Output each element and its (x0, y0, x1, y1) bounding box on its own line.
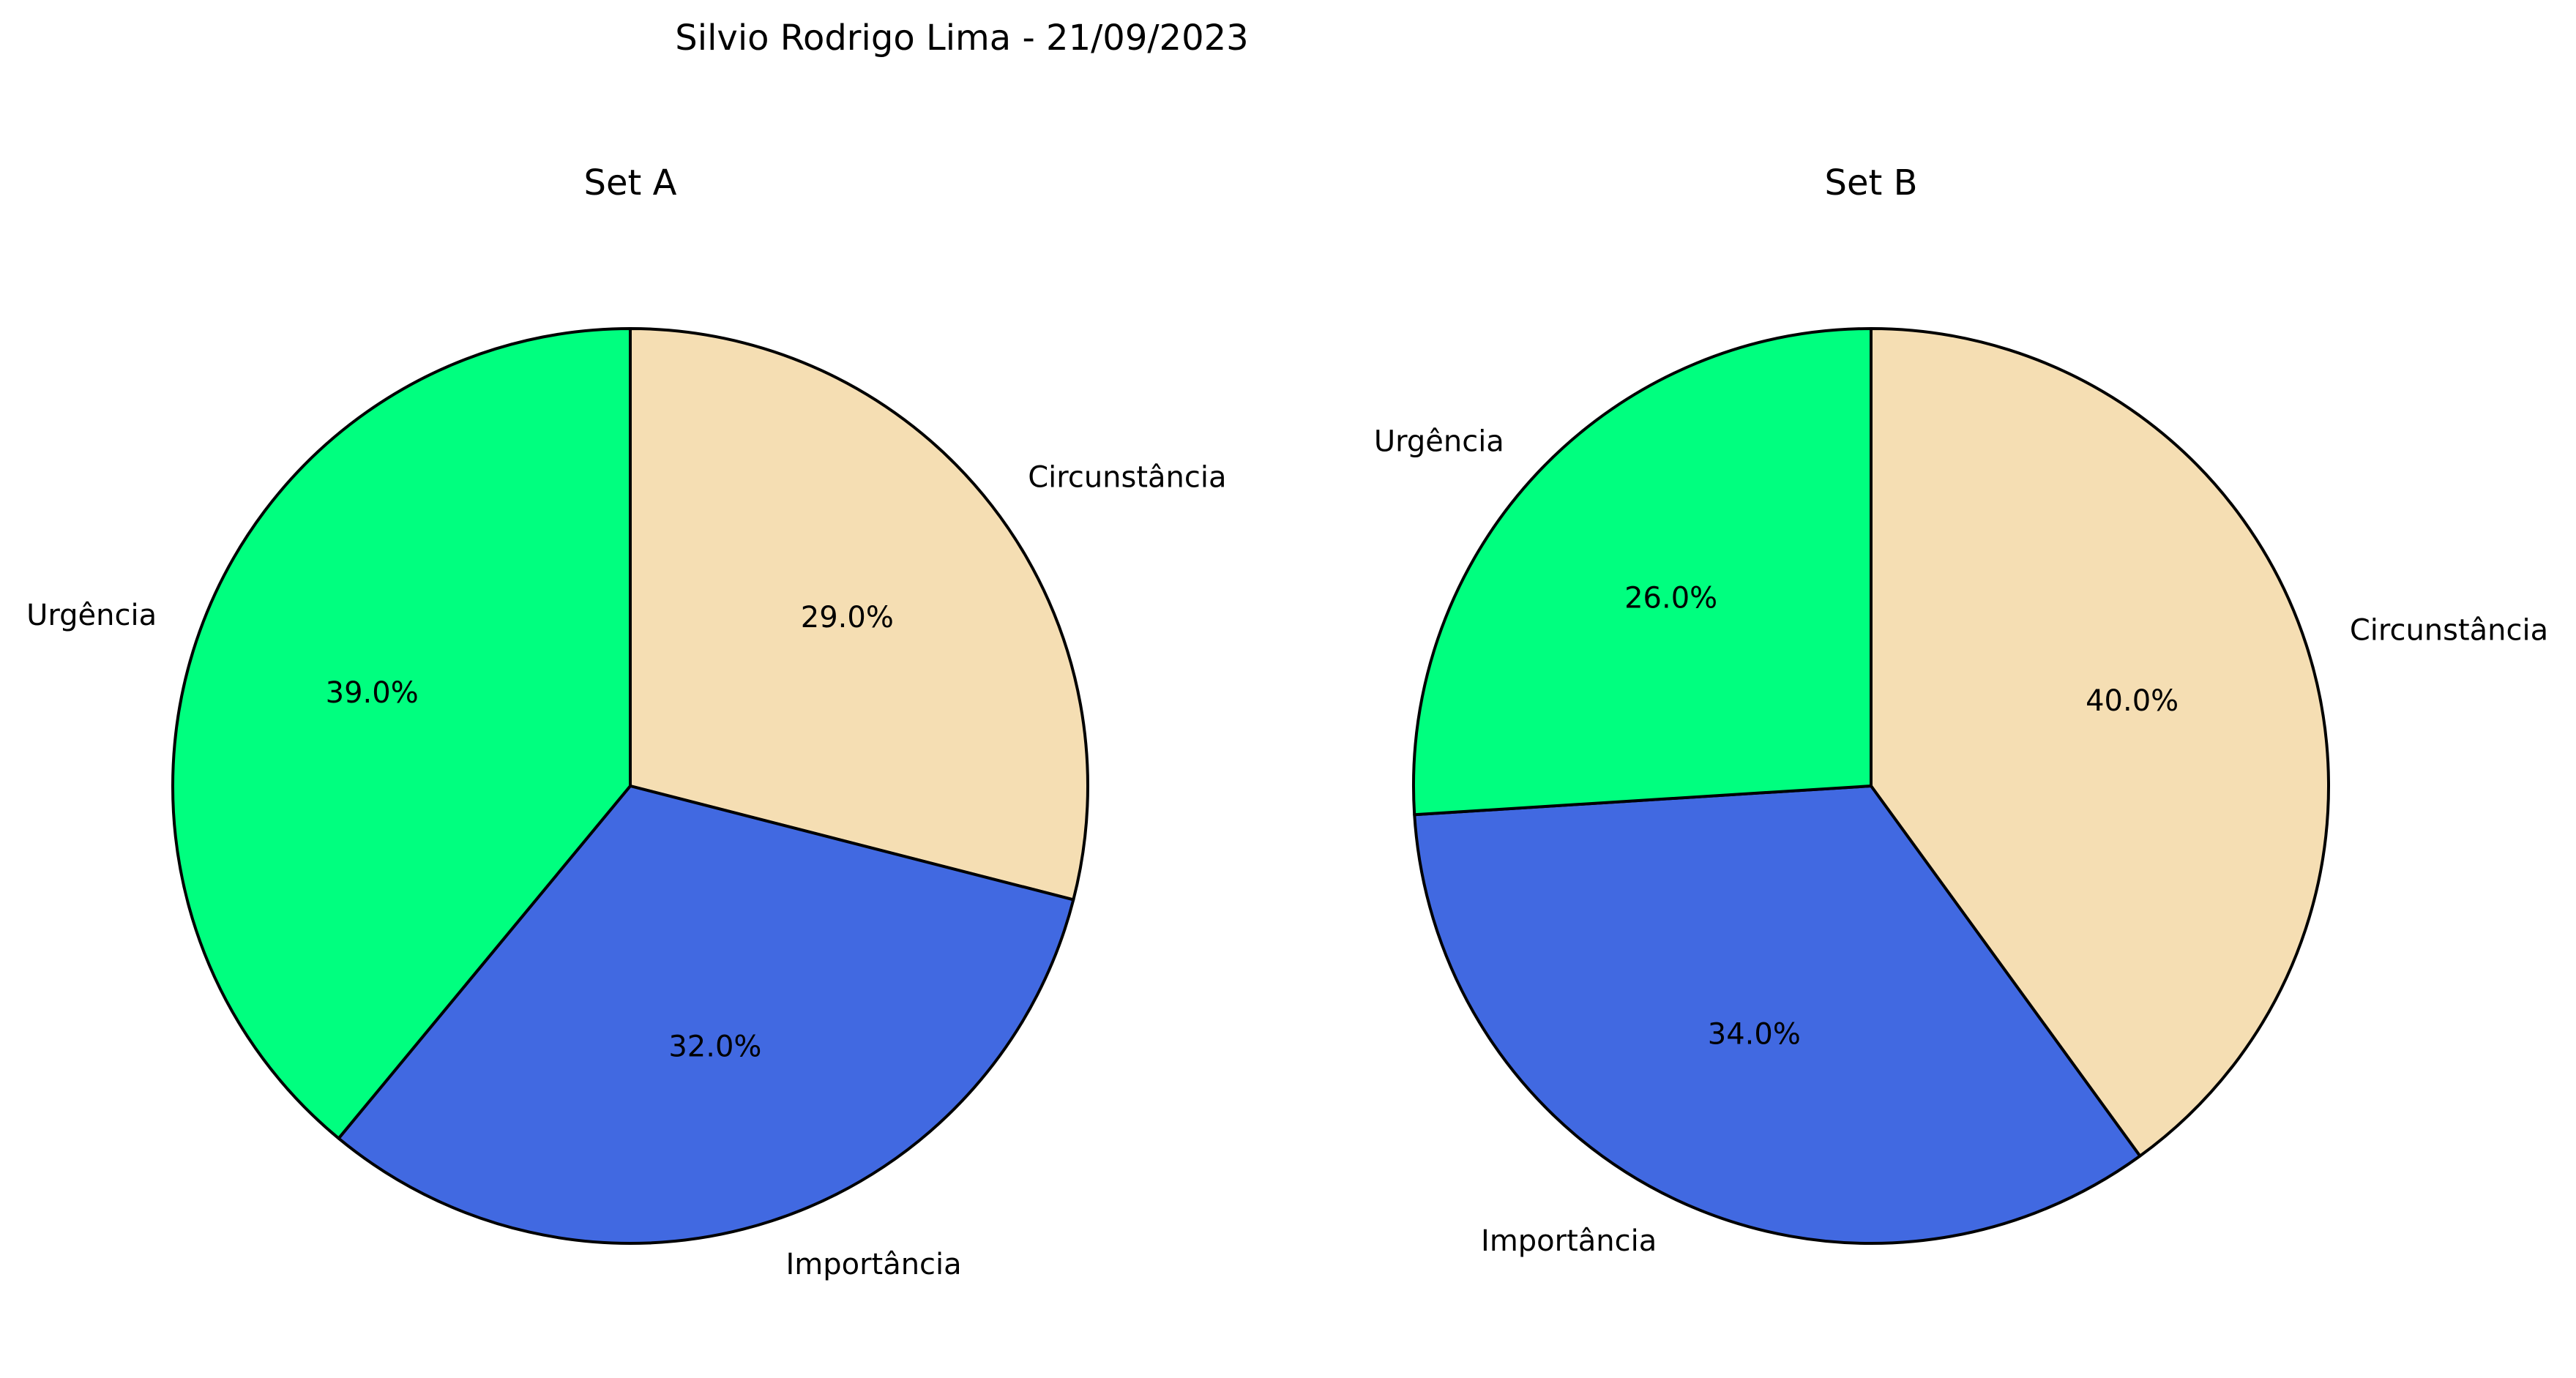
slice-label-set-b-urgencia: Urgência (1374, 424, 1504, 458)
pie-slice-set-a-circunstancia (629, 327, 1089, 902)
pie-title-set-b: Set B (1824, 162, 1917, 203)
slice-label-set-b-importancia: Importância (1481, 1224, 1657, 1258)
figure-title: Silvio Rodrigo Lima - 21/09/2023 (675, 18, 1248, 59)
pct-label-set-b-importancia: 34.0% (1708, 1017, 1801, 1051)
pct-label-set-a-urgencia: 39.0% (326, 676, 419, 710)
pct-label-set-a-importancia: 32.0% (668, 1030, 761, 1064)
pie-title-set-a: Set A (584, 162, 677, 203)
slice-label-set-a-circunstancia: Circunstância (1028, 461, 1226, 495)
pie-chart-set-a: Set A Urgência 39.0% Importância 32.0% Circu… (26, 162, 1226, 1281)
slice-label-set-b-circunstancia: Circunstância (2350, 614, 2548, 648)
pie-slice-set-a-urgencia (171, 327, 632, 1140)
pie-slice-set-a-importancia (337, 785, 1075, 1245)
pct-label-set-a-circunstancia: 29.0% (801, 601, 894, 634)
pct-label-set-b-urgencia: 26.0% (1624, 581, 1717, 615)
pie-slice-set-b-importancia (1413, 785, 2142, 1246)
pct-label-set-b-circunstancia: 40.0% (2086, 684, 2179, 718)
slice-label-set-a-urgencia: Urgência (26, 599, 157, 632)
pie-slice-set-b-urgencia (1411, 327, 1873, 817)
pie-chart-set-b: Set B Urgência 26.0% Importância 34.0% Circu… (1374, 162, 2548, 1258)
pie-slice-set-b-circunstancia (1870, 327, 2330, 1158)
slice-label-set-a-importancia: Importância (785, 1248, 961, 1281)
